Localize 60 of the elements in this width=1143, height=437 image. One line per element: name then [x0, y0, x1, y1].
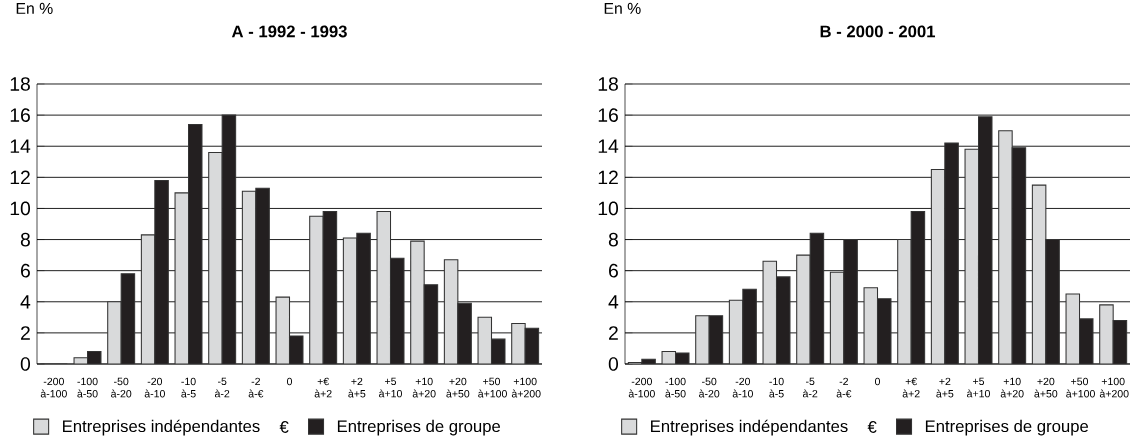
chart-title: A - 1992 - 1993 [231, 25, 347, 38]
text: € [867, 421, 877, 433]
x-tick-label: 0 [874, 377, 881, 386]
x-tick-label: +10 à+20 [412, 377, 436, 398]
y-tick-label: 10 [10, 201, 31, 216]
x-tick-label: +5 à+10 [379, 377, 402, 398]
y-tick-label: 14 [10, 139, 31, 153]
legend-label: Entreprises indépendantes [63, 419, 260, 436]
y-tick-label: 14 [598, 139, 619, 153]
y-tick-label: 8 [20, 232, 30, 247]
y-tick-label: 2 [609, 326, 618, 340]
x-tick-label: -10 à-5 [181, 377, 196, 398]
x-tick-label: +€ à+2 [902, 377, 920, 398]
y-tick-label: 6 [609, 263, 618, 278]
text: € [279, 421, 289, 433]
x-tick-label: -200 à-100 [628, 377, 655, 398]
legend-label: Entreprises de groupe [925, 419, 1089, 436]
x-tick-label: +20 à+50 [446, 377, 470, 398]
x-tick-label: +5 à+10 [967, 377, 990, 398]
x-tick-label: +50 à+100 [1066, 377, 1095, 398]
x-tick-label: -5 à-2 [214, 377, 230, 398]
y-tick-label: 16 [598, 108, 618, 122]
x-tick-label: -100 à-50 [665, 377, 686, 398]
y-axis-title: En % [16, 2, 53, 14]
y-tick-label: 4 [20, 295, 31, 309]
x-tick-label: -200 à-100 [40, 377, 67, 398]
y-tick-label: 12 [10, 170, 30, 185]
x-tick-label: +2 à+5 [936, 377, 954, 398]
chart-title: B - 2000 - 2001 [820, 25, 936, 38]
x-tick-label: -100 à-50 [77, 377, 98, 398]
x-tick-label: +100 à+200 [1099, 377, 1129, 398]
y-tick-label: 16 [10, 108, 30, 122]
y-tick-label: 6 [21, 263, 30, 278]
x-tick-label: -10 à-5 [769, 377, 784, 398]
x-tick-label: -20 à-10 [144, 377, 165, 398]
x-tick-label: +50 à+100 [478, 377, 507, 398]
x-tick-label: -50 à-20 [699, 377, 720, 398]
x-tick-label: -20 à-10 [732, 377, 753, 398]
x-tick-label: +10 à+20 [1000, 377, 1024, 398]
y-tick-label: 4 [608, 295, 619, 309]
x-tick-label: 0 [286, 377, 293, 386]
legend-label: Entreprises indépendantes [651, 419, 848, 436]
y-tick-label: 0 [20, 357, 31, 371]
x-tick-label: -2 à-€ [836, 377, 852, 398]
x-tick-label: -2 à-€ [248, 377, 264, 398]
x-tick-label: +100 à+200 [511, 377, 541, 398]
x-tick-label: +2 à+5 [348, 377, 366, 398]
x-tick-label: +20 à+50 [1034, 377, 1058, 398]
y-tick-label: 18 [598, 77, 618, 91]
y-tick-label: 10 [598, 201, 619, 216]
y-tick-label: 12 [598, 170, 618, 185]
legend-label: Entreprises de groupe [337, 419, 501, 436]
y-tick-label: 18 [10, 77, 30, 91]
y-axis-title: En % [604, 2, 641, 14]
x-tick-label: +€ à+2 [314, 377, 332, 398]
y-tick-label: 2 [21, 326, 30, 340]
y-tick-label: 0 [608, 357, 619, 371]
x-tick-label: -50 à-20 [111, 377, 132, 398]
y-tick-label: 8 [608, 232, 618, 247]
x-tick-label: -5 à-2 [803, 377, 818, 398]
